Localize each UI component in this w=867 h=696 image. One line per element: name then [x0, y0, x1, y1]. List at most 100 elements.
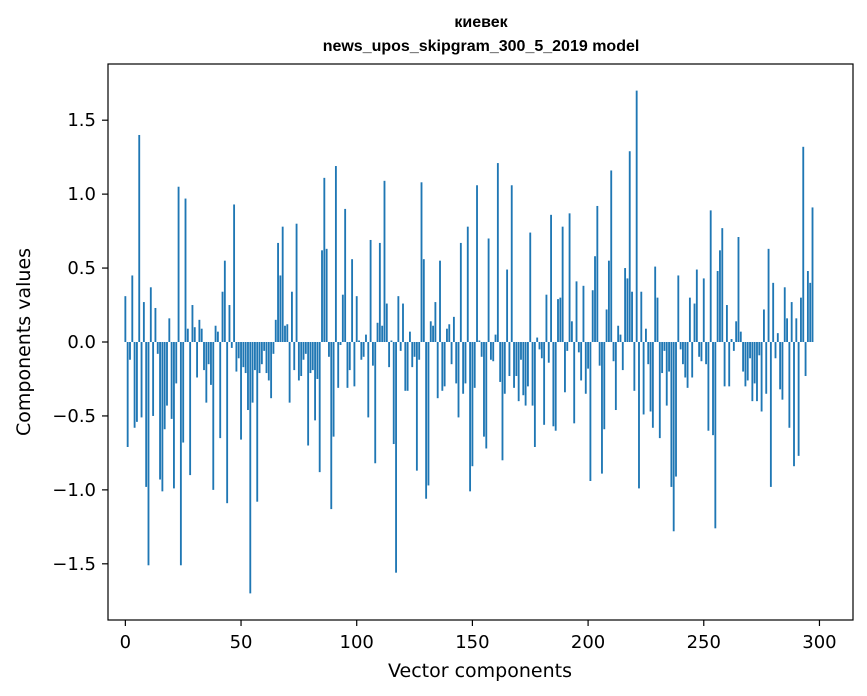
bar-205 — [598, 342, 601, 366]
bar-63 — [270, 342, 273, 399]
x-tick-label: 300 — [802, 632, 836, 653]
bar-283 — [779, 342, 782, 390]
bar-133 — [432, 325, 434, 342]
bar-192 — [568, 213, 571, 342]
bar-252 — [707, 342, 710, 431]
bar-295 — [806, 271, 809, 342]
bar-291 — [797, 342, 800, 456]
bar-251 — [705, 342, 708, 365]
x-tick-label: 0 — [120, 632, 131, 653]
bar-1 — [126, 342, 129, 447]
bar-26 — [184, 198, 187, 342]
bar-267 — [742, 342, 745, 372]
bar-98 — [351, 259, 354, 342]
bar-196 — [577, 342, 580, 353]
bar-31 — [196, 342, 198, 378]
bar-202 — [591, 290, 594, 342]
bar-9 — [145, 342, 148, 487]
bars-group — [124, 90, 814, 594]
bar-119 — [399, 342, 402, 351]
bar-277 — [765, 342, 768, 394]
bar-61 — [265, 342, 268, 374]
bar-126 — [415, 342, 418, 471]
bar-8 — [142, 302, 145, 342]
bar-195 — [575, 281, 578, 342]
bar-84 — [318, 342, 321, 473]
bar-43 — [223, 260, 226, 342]
bar-72 — [291, 291, 293, 342]
bar-228 — [651, 342, 654, 428]
bar-274 — [758, 342, 761, 356]
bar-186 — [554, 342, 557, 431]
bar-156 — [485, 342, 488, 449]
bar-230 — [656, 297, 659, 342]
bar-18 — [166, 342, 168, 406]
bar-187 — [557, 299, 559, 342]
x-tick-label: 250 — [687, 632, 721, 653]
bar-123 — [409, 331, 411, 342]
bar-262 — [730, 339, 733, 342]
bar-0 — [124, 296, 127, 342]
bar-94 — [341, 294, 344, 342]
bar-103 — [362, 342, 365, 357]
bar-7 — [140, 342, 143, 418]
bar-149 — [469, 342, 472, 492]
bar-15 — [159, 342, 161, 480]
bar-215 — [621, 342, 624, 371]
x-axis-label: Vector components — [388, 660, 572, 682]
bar-208 — [605, 309, 608, 342]
bar-255 — [714, 342, 717, 529]
bar-110 — [378, 242, 381, 342]
bar-276 — [763, 309, 765, 342]
bar-117 — [395, 342, 397, 573]
bar-131 — [427, 342, 430, 486]
bar-231 — [658, 342, 661, 439]
bar-49 — [237, 342, 240, 359]
bar-207 — [603, 342, 606, 430]
bar-280 — [772, 282, 775, 342]
bar-144 — [457, 342, 460, 418]
bar-294 — [804, 342, 807, 377]
bar-44 — [226, 342, 229, 504]
bar-193 — [570, 321, 573, 342]
bar-233 — [663, 342, 666, 351]
bar-220 — [633, 342, 636, 391]
bar-223 — [640, 291, 643, 342]
bar-297 — [811, 207, 814, 342]
bar-125 — [413, 342, 416, 357]
bar-158 — [489, 342, 492, 360]
bar-199 — [584, 342, 587, 394]
bar-288 — [790, 302, 793, 342]
bar-172 — [522, 342, 525, 396]
bar-259 — [723, 342, 726, 387]
bar-235 — [668, 342, 670, 372]
bar-132 — [429, 321, 432, 342]
bar-143 — [455, 342, 458, 384]
bar-221 — [635, 90, 638, 343]
bar-92 — [337, 342, 340, 388]
bar-93 — [339, 342, 342, 345]
bar-213 — [617, 325, 620, 342]
bar-36 — [207, 342, 210, 365]
bar-12 — [152, 342, 155, 416]
bar-109 — [376, 322, 379, 342]
bar-189 — [561, 226, 564, 342]
bar-246 — [693, 303, 696, 342]
bar-83 — [316, 342, 319, 379]
bar-155 — [483, 342, 485, 437]
bar-248 — [698, 342, 701, 357]
bar-71 — [288, 342, 291, 403]
bar-239 — [677, 275, 680, 342]
bar-59 — [260, 342, 263, 365]
bar-62 — [267, 342, 270, 381]
bar-122 — [406, 342, 409, 391]
bar-46 — [230, 342, 233, 348]
bar-224 — [642, 342, 645, 415]
bar-273 — [756, 342, 758, 402]
bar-127 — [418, 342, 421, 360]
bar-237 — [672, 342, 675, 532]
bar-177 — [533, 342, 536, 447]
bar-278 — [767, 248, 770, 342]
x-axis-ticks: 0 50 100 150 200 250 300 — [120, 620, 837, 653]
bar-52 — [244, 342, 247, 374]
